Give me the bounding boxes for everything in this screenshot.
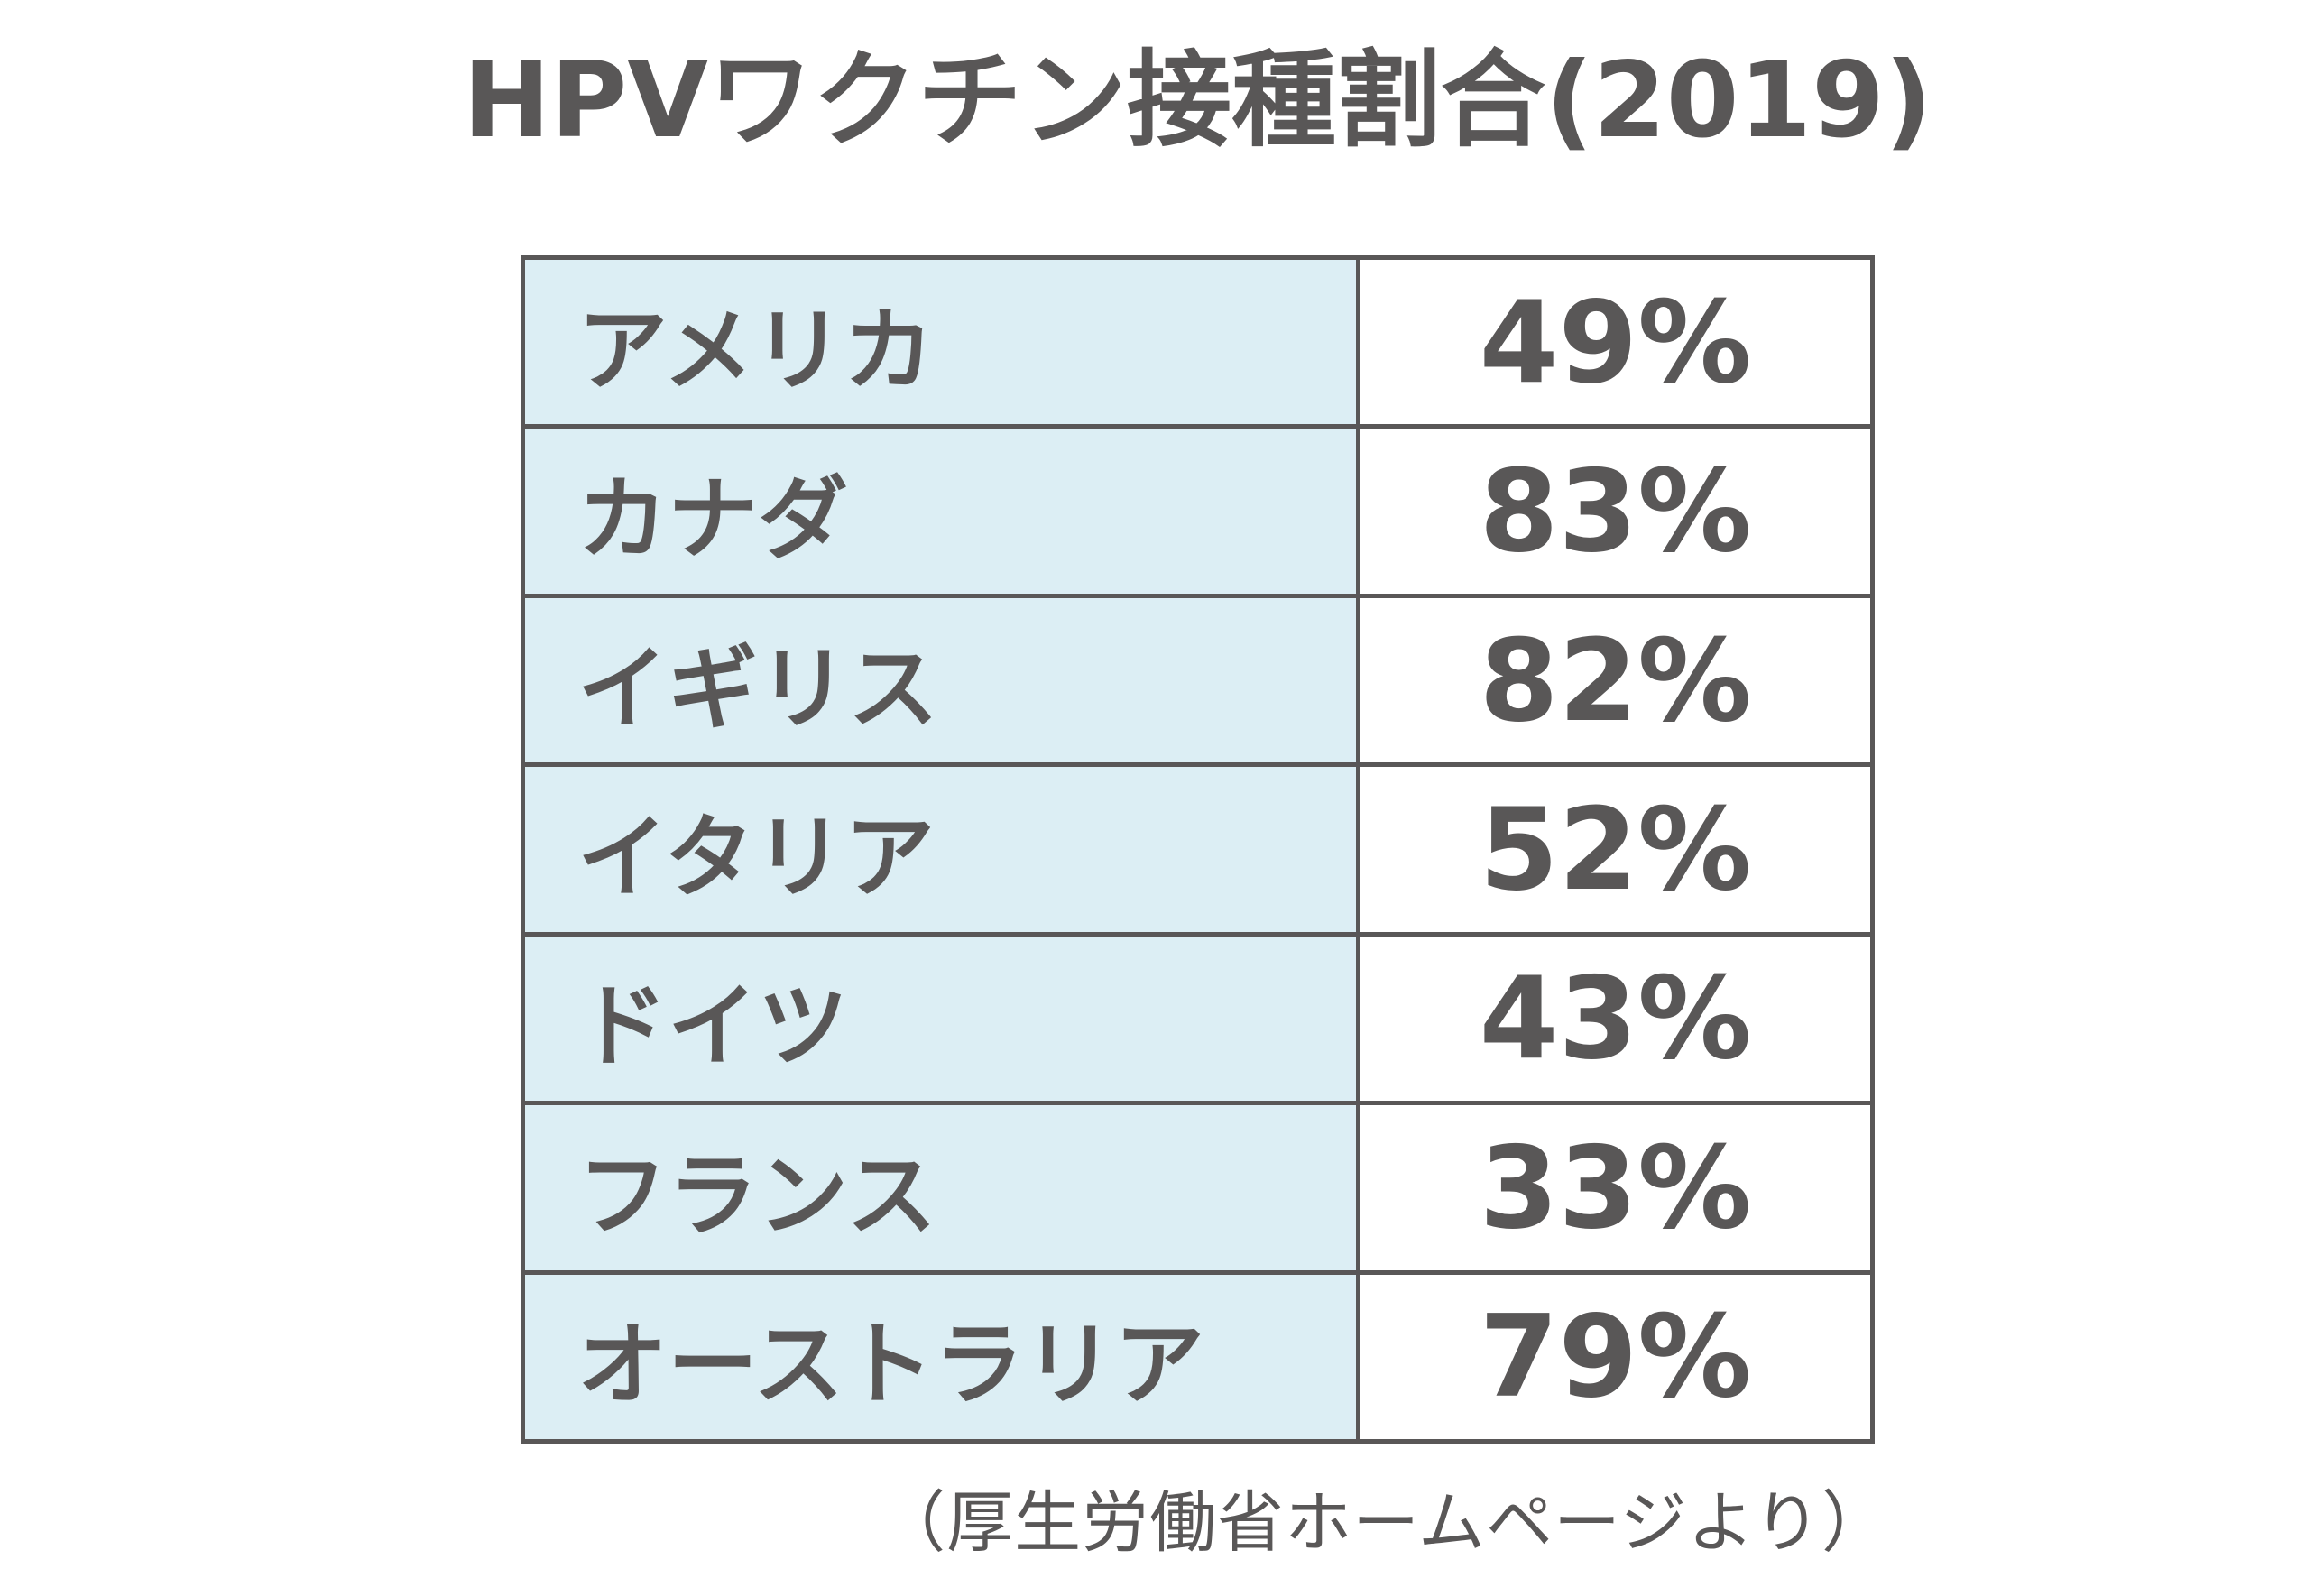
table-row: ドイツ 43%: [520, 931, 1875, 1106]
country-cell: オーストラリア: [520, 1269, 1361, 1444]
rate-cell: 49%: [1356, 254, 1875, 429]
rate-cell: 52%: [1356, 762, 1875, 937]
country-cell: イタリア: [520, 762, 1361, 937]
table-row: フランス 33%: [520, 1101, 1875, 1275]
rate-cell: 79%: [1356, 1269, 1875, 1444]
content-column: HPVワクチン接種割合(2019) アメリカ 49% カナダ 83% イギリス …: [463, 0, 1932, 1578]
table-row: イタリア 52%: [520, 762, 1875, 937]
country-cell: アメリカ: [520, 254, 1361, 429]
rate-cell: 83%: [1356, 424, 1875, 598]
source-note: （厚生労働省ホームページより）: [879, 1484, 1889, 1562]
rate-cell: 82%: [1356, 593, 1875, 768]
table-row: アメリカ 49%: [520, 254, 1875, 429]
country-cell: カナダ: [520, 424, 1361, 598]
country-cell: ドイツ: [520, 931, 1361, 1106]
table-row: オーストラリア 79%: [520, 1269, 1875, 1444]
rate-cell: 43%: [1356, 931, 1875, 1106]
rate-cell: 33%: [1356, 1101, 1875, 1275]
country-cell: フランス: [520, 1101, 1361, 1275]
table-row: カナダ 83%: [520, 424, 1875, 598]
country-cell: イギリス: [520, 593, 1361, 768]
vaccination-rate-table: アメリカ 49% カナダ 83% イギリス 82% イタリア 52% ドイツ: [520, 254, 1875, 1444]
page-title: HPVワクチン接種割合(2019): [463, 40, 1932, 161]
table-row: イギリス 82%: [520, 593, 1875, 768]
